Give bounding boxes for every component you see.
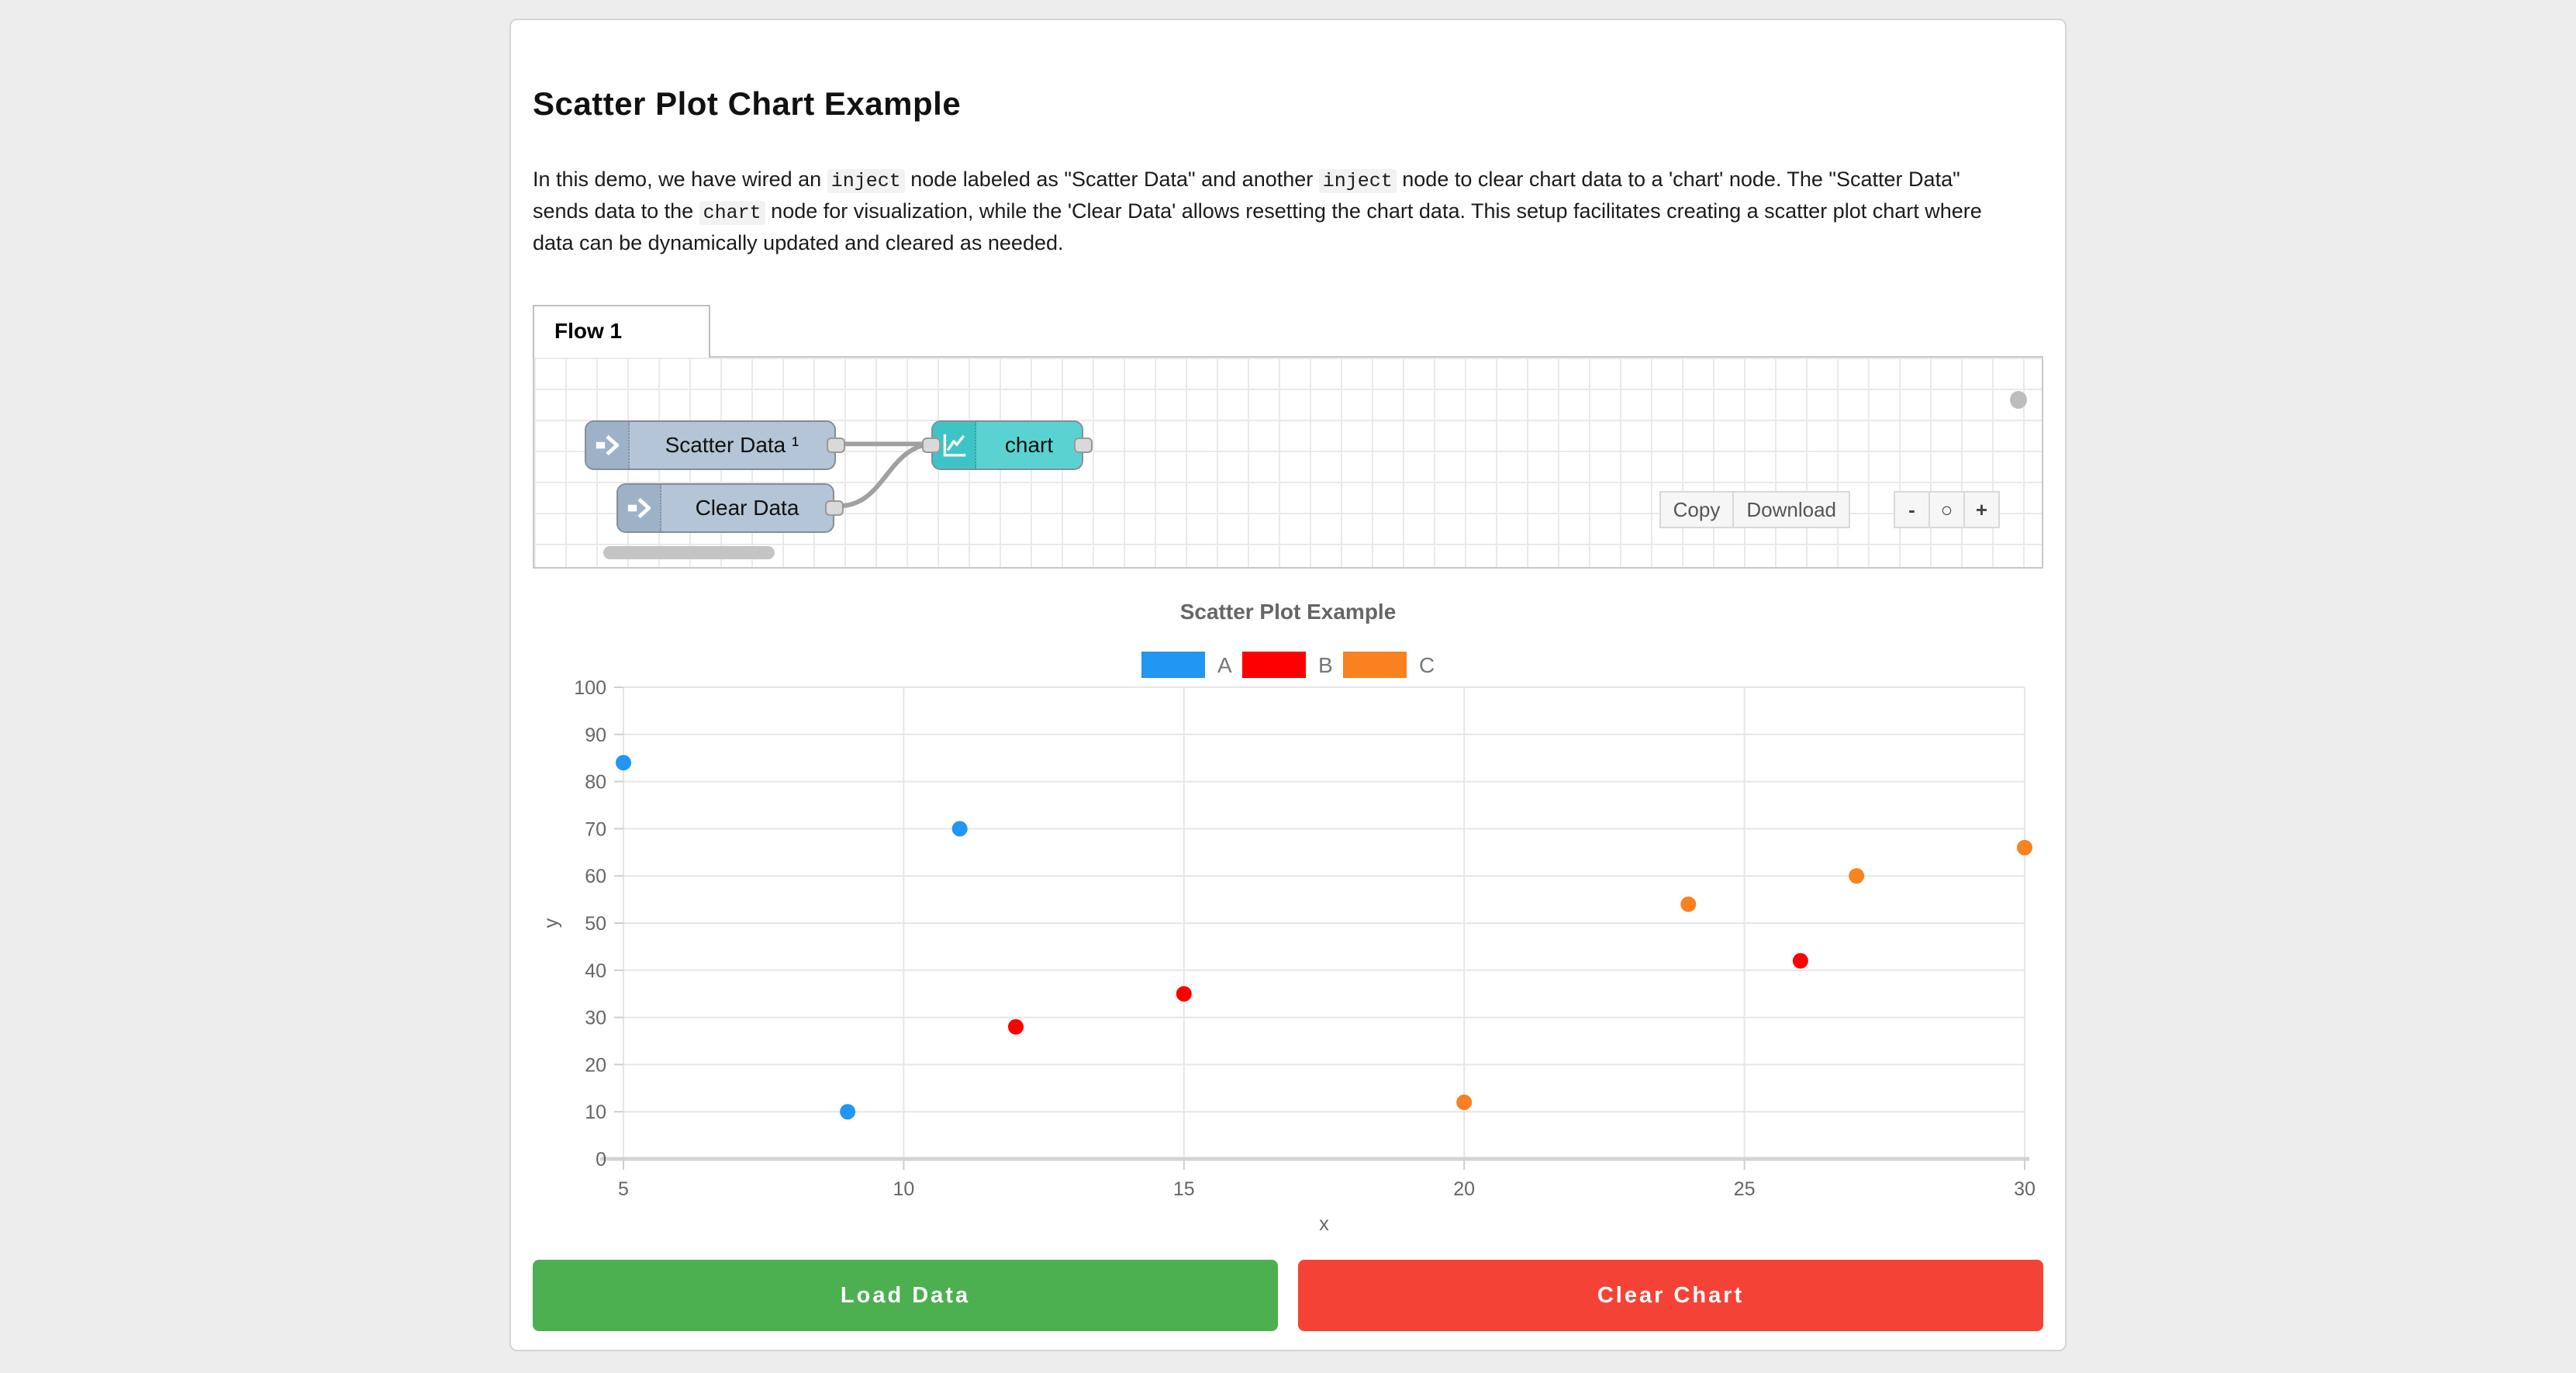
legend-swatch [1242, 652, 1306, 678]
node-scatter-data[interactable]: Scatter Data ¹ [585, 420, 845, 470]
y-tick-label: 50 [585, 913, 606, 935]
y-axis-label: y [540, 918, 562, 928]
legend-label: C [1419, 653, 1435, 677]
x-tick-label: 10 [893, 1178, 914, 1200]
flow-tab[interactable]: Flow 1 [533, 305, 711, 358]
data-point [616, 755, 631, 771]
inject-arrow-icon [586, 422, 630, 469]
inject-arrow-icon [618, 485, 661, 531]
node-label: chart [1004, 433, 1054, 457]
y-tick-label: 90 [585, 725, 606, 746]
x-axis-label: x [1319, 1213, 1329, 1235]
data-point [1176, 986, 1192, 1002]
flow-editor: Flow 1 Scatter Data ¹ [533, 305, 2043, 569]
vertical-scrollbar-thumb[interactable] [2010, 391, 2027, 409]
y-tick-label: 80 [585, 772, 606, 794]
legend-swatch [1141, 652, 1205, 678]
y-tick-label: 30 [585, 1008, 606, 1029]
intro-text: node for visualization, while the 'Clear… [533, 199, 1982, 254]
copy-button[interactable]: Copy [1659, 491, 1735, 528]
intro-text: node to clear chart data to a 'chart' no… [533, 168, 1960, 223]
x-tick-label: 15 [1173, 1178, 1195, 1200]
y-tick-label: 20 [585, 1054, 606, 1076]
inline-code: chart [699, 201, 765, 225]
legend-item[interactable]: B [1242, 652, 1333, 678]
data-point [1792, 953, 1808, 969]
intro-text: node labeled as "Scatter Data" and anoth… [904, 168, 1319, 191]
intro-paragraph: In this demo, we have wired an inject no… [533, 164, 2022, 258]
node-chart[interactable]: chart [922, 420, 1093, 470]
wire-clear-to-chart [837, 441, 938, 509]
legend-swatch [1343, 652, 1407, 678]
data-point [1456, 1095, 1473, 1111]
output-port[interactable] [827, 437, 845, 453]
zoom-reset-button[interactable]: ○ [1929, 491, 1965, 528]
page-title: Scatter Plot Chart Example [533, 85, 962, 122]
canvas-toolbar: Copy Download [1659, 491, 1850, 528]
y-tick-label: 100 [574, 677, 606, 699]
inline-code: inject [1318, 169, 1397, 193]
zoom-controls: - ○ + [1894, 491, 2000, 528]
flow-canvas[interactable]: Scatter Data ¹ Clear Data [533, 356, 2043, 569]
flow-tab-label: Flow 1 [554, 319, 623, 343]
data-point [840, 1104, 856, 1120]
y-tick-label: 10 [585, 1102, 606, 1123]
data-point [1849, 868, 1865, 884]
legend-label: B [1318, 653, 1333, 677]
y-tick-label: 0 [596, 1149, 606, 1171]
legend-item[interactable]: C [1343, 652, 1435, 678]
x-tick-label: 25 [1734, 1178, 1756, 1200]
y-tick-label: 60 [585, 866, 606, 887]
download-button[interactable]: Download [1732, 491, 1850, 528]
x-tick-label: 30 [2014, 1178, 2036, 1200]
data-point [951, 821, 968, 837]
y-tick-label: 40 [585, 960, 606, 982]
clear-chart-button[interactable]: Clear Chart [1298, 1260, 2043, 1331]
x-tick-label: 5 [618, 1178, 629, 1200]
data-point [1007, 1019, 1024, 1035]
horizontal-scrollbar-thumb[interactable] [603, 546, 775, 559]
chart-title: Scatter Plot Example [1180, 600, 1397, 624]
intro-text: In this demo, we have wired an [533, 168, 827, 191]
data-point [2017, 839, 2032, 856]
y-tick-label: 70 [585, 818, 606, 840]
action-buttons: Load Data Clear Chart [533, 1260, 2043, 1331]
content-card: Scatter Plot Chart Example In this demo,… [509, 19, 2067, 1351]
output-port[interactable] [825, 500, 844, 516]
data-point [1680, 896, 1697, 912]
x-tick-label: 20 [1453, 1178, 1475, 1200]
inline-code: inject [827, 169, 905, 193]
zoom-out-button[interactable]: - [1894, 491, 1930, 528]
node-label: Clear Data [695, 496, 799, 520]
scatter-chart: 0 10 20 30 40 50 60 70 80 90 100 5 10 15 20 25 30 x y Scatt… [540, 600, 2036, 1235]
zoom-in-button[interactable]: + [1963, 491, 2000, 528]
legend-label: A [1217, 653, 1232, 677]
load-data-button[interactable]: Load Data [533, 1260, 1278, 1331]
input-port[interactable] [922, 437, 941, 453]
legend-item[interactable]: A [1141, 652, 1232, 678]
node-clear-data[interactable]: Clear Data [616, 483, 844, 533]
output-port[interactable] [1074, 437, 1093, 453]
node-label: Scatter Data ¹ [665, 433, 799, 457]
